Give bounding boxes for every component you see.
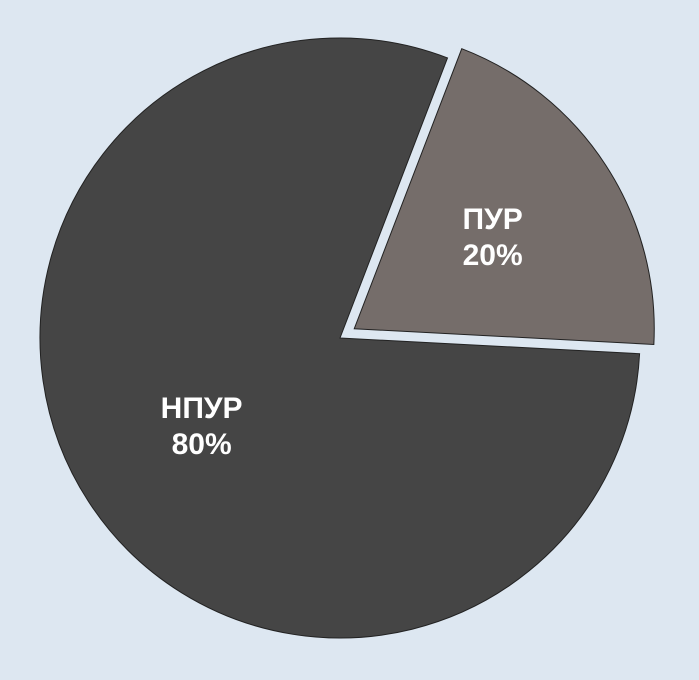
slice-category-label: НПУР [161,392,243,425]
slice-category-label: ПУР [463,203,523,236]
slice-value-label: 20% [463,239,523,272]
slice-value-label: 80% [172,428,232,461]
pie-slice [353,48,655,345]
pie-slice [39,37,641,639]
